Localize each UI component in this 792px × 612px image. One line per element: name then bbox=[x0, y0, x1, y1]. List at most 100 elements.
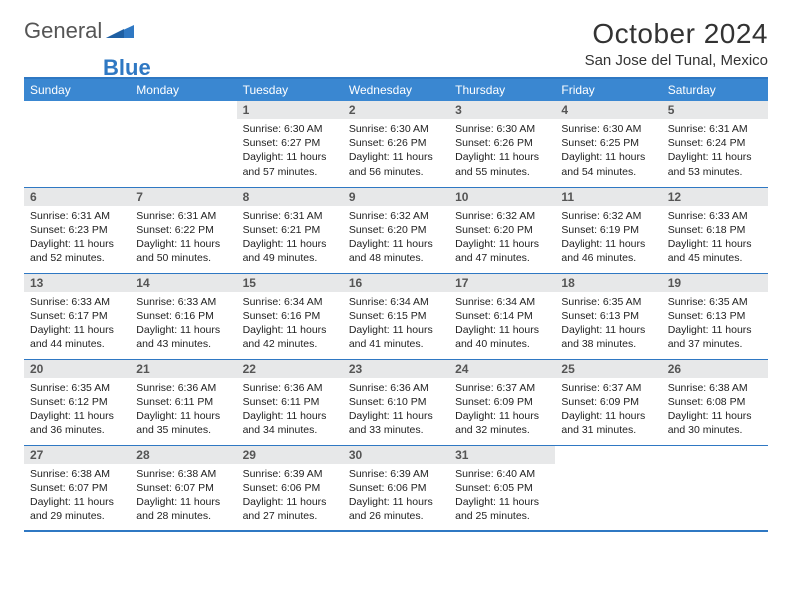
calendar-cell: 16Sunrise: 6:34 AMSunset: 6:15 PMDayligh… bbox=[343, 273, 449, 359]
day-details: Sunrise: 6:33 AMSunset: 6:18 PMDaylight:… bbox=[662, 206, 768, 270]
calendar-cell: 29Sunrise: 6:39 AMSunset: 6:06 PMDayligh… bbox=[237, 445, 343, 531]
day-number: 17 bbox=[449, 274, 555, 292]
day-details: Sunrise: 6:36 AMSunset: 6:10 PMDaylight:… bbox=[343, 378, 449, 442]
day-number: 30 bbox=[343, 446, 449, 464]
calendar-cell: 14Sunrise: 6:33 AMSunset: 6:16 PMDayligh… bbox=[130, 273, 236, 359]
calendar-cell: 11Sunrise: 6:32 AMSunset: 6:19 PMDayligh… bbox=[555, 187, 661, 273]
day-number: 13 bbox=[24, 274, 130, 292]
weekday-header: Monday bbox=[130, 78, 236, 101]
calendar-row: 27Sunrise: 6:38 AMSunset: 6:07 PMDayligh… bbox=[24, 445, 768, 531]
day-details: Sunrise: 6:31 AMSunset: 6:22 PMDaylight:… bbox=[130, 206, 236, 270]
location-label: San Jose del Tunal, Mexico bbox=[585, 52, 768, 69]
day-details: Sunrise: 6:31 AMSunset: 6:23 PMDaylight:… bbox=[24, 206, 130, 270]
day-number: 24 bbox=[449, 360, 555, 378]
weekday-header: Wednesday bbox=[343, 78, 449, 101]
day-number: 25 bbox=[555, 360, 661, 378]
day-number: 8 bbox=[237, 188, 343, 206]
weekday-header: Sunday bbox=[24, 78, 130, 101]
day-number: 11 bbox=[555, 188, 661, 206]
day-details: Sunrise: 6:30 AMSunset: 6:26 PMDaylight:… bbox=[343, 119, 449, 183]
day-details: Sunrise: 6:30 AMSunset: 6:26 PMDaylight:… bbox=[449, 119, 555, 183]
day-details: Sunrise: 6:33 AMSunset: 6:17 PMDaylight:… bbox=[24, 292, 130, 356]
calendar-cell: 26Sunrise: 6:38 AMSunset: 6:08 PMDayligh… bbox=[662, 359, 768, 445]
day-number: 10 bbox=[449, 188, 555, 206]
day-details: Sunrise: 6:32 AMSunset: 6:19 PMDaylight:… bbox=[555, 206, 661, 270]
day-details: Sunrise: 6:34 AMSunset: 6:14 PMDaylight:… bbox=[449, 292, 555, 356]
calendar-cell: 23Sunrise: 6:36 AMSunset: 6:10 PMDayligh… bbox=[343, 359, 449, 445]
weekday-header: Friday bbox=[555, 78, 661, 101]
calendar-cell: 3Sunrise: 6:30 AMSunset: 6:26 PMDaylight… bbox=[449, 101, 555, 187]
day-number: 16 bbox=[343, 274, 449, 292]
day-details: Sunrise: 6:35 AMSunset: 6:13 PMDaylight:… bbox=[662, 292, 768, 356]
day-details: Sunrise: 6:34 AMSunset: 6:16 PMDaylight:… bbox=[237, 292, 343, 356]
day-number: 19 bbox=[662, 274, 768, 292]
calendar-cell bbox=[662, 445, 768, 531]
calendar-cell: 8Sunrise: 6:31 AMSunset: 6:21 PMDaylight… bbox=[237, 187, 343, 273]
day-details: Sunrise: 6:37 AMSunset: 6:09 PMDaylight:… bbox=[449, 378, 555, 442]
day-details: Sunrise: 6:35 AMSunset: 6:13 PMDaylight:… bbox=[555, 292, 661, 356]
calendar-cell: 4Sunrise: 6:30 AMSunset: 6:25 PMDaylight… bbox=[555, 101, 661, 187]
day-number: 2 bbox=[343, 101, 449, 119]
brand-logo: General bbox=[24, 18, 134, 44]
day-number: 12 bbox=[662, 188, 768, 206]
calendar-cell: 9Sunrise: 6:32 AMSunset: 6:20 PMDaylight… bbox=[343, 187, 449, 273]
day-number: 18 bbox=[555, 274, 661, 292]
day-number: 20 bbox=[24, 360, 130, 378]
calendar-cell: 17Sunrise: 6:34 AMSunset: 6:14 PMDayligh… bbox=[449, 273, 555, 359]
title-block: October 2024 San Jose del Tunal, Mexico bbox=[585, 18, 768, 69]
calendar-cell: 20Sunrise: 6:35 AMSunset: 6:12 PMDayligh… bbox=[24, 359, 130, 445]
day-details: Sunrise: 6:35 AMSunset: 6:12 PMDaylight:… bbox=[24, 378, 130, 442]
day-number: 22 bbox=[237, 360, 343, 378]
day-number: 23 bbox=[343, 360, 449, 378]
day-number: 5 bbox=[662, 101, 768, 119]
day-number: 21 bbox=[130, 360, 236, 378]
day-details: Sunrise: 6:30 AMSunset: 6:25 PMDaylight:… bbox=[555, 119, 661, 183]
day-details: Sunrise: 6:30 AMSunset: 6:27 PMDaylight:… bbox=[237, 119, 343, 183]
calendar-row: 20Sunrise: 6:35 AMSunset: 6:12 PMDayligh… bbox=[24, 359, 768, 445]
calendar-cell: 15Sunrise: 6:34 AMSunset: 6:16 PMDayligh… bbox=[237, 273, 343, 359]
calendar-cell bbox=[130, 101, 236, 187]
calendar-cell: 13Sunrise: 6:33 AMSunset: 6:17 PMDayligh… bbox=[24, 273, 130, 359]
day-details: Sunrise: 6:37 AMSunset: 6:09 PMDaylight:… bbox=[555, 378, 661, 442]
day-number: 27 bbox=[24, 446, 130, 464]
calendar-head: Sunday Monday Tuesday Wednesday Thursday… bbox=[24, 78, 768, 101]
calendar-cell: 7Sunrise: 6:31 AMSunset: 6:22 PMDaylight… bbox=[130, 187, 236, 273]
day-details: Sunrise: 6:39 AMSunset: 6:06 PMDaylight:… bbox=[237, 464, 343, 528]
calendar-cell: 25Sunrise: 6:37 AMSunset: 6:09 PMDayligh… bbox=[555, 359, 661, 445]
day-details: Sunrise: 6:38 AMSunset: 6:07 PMDaylight:… bbox=[130, 464, 236, 528]
day-number: 14 bbox=[130, 274, 236, 292]
calendar-table: Sunday Monday Tuesday Wednesday Thursday… bbox=[24, 77, 768, 532]
calendar-cell bbox=[24, 101, 130, 187]
day-number: 29 bbox=[237, 446, 343, 464]
calendar-cell: 5Sunrise: 6:31 AMSunset: 6:24 PMDaylight… bbox=[662, 101, 768, 187]
calendar-cell: 12Sunrise: 6:33 AMSunset: 6:18 PMDayligh… bbox=[662, 187, 768, 273]
calendar-cell: 2Sunrise: 6:30 AMSunset: 6:26 PMDaylight… bbox=[343, 101, 449, 187]
day-number: 6 bbox=[24, 188, 130, 206]
calendar-row: 13Sunrise: 6:33 AMSunset: 6:17 PMDayligh… bbox=[24, 273, 768, 359]
calendar-cell: 27Sunrise: 6:38 AMSunset: 6:07 PMDayligh… bbox=[24, 445, 130, 531]
brand-part2: Blue bbox=[103, 55, 151, 81]
day-details: Sunrise: 6:40 AMSunset: 6:05 PMDaylight:… bbox=[449, 464, 555, 528]
day-number: 9 bbox=[343, 188, 449, 206]
day-details: Sunrise: 6:39 AMSunset: 6:06 PMDaylight:… bbox=[343, 464, 449, 528]
day-details: Sunrise: 6:33 AMSunset: 6:16 PMDaylight:… bbox=[130, 292, 236, 356]
calendar-cell: 10Sunrise: 6:32 AMSunset: 6:20 PMDayligh… bbox=[449, 187, 555, 273]
day-details: Sunrise: 6:38 AMSunset: 6:07 PMDaylight:… bbox=[24, 464, 130, 528]
day-details: Sunrise: 6:36 AMSunset: 6:11 PMDaylight:… bbox=[130, 378, 236, 442]
month-title: October 2024 bbox=[585, 18, 768, 50]
day-details: Sunrise: 6:32 AMSunset: 6:20 PMDaylight:… bbox=[449, 206, 555, 270]
day-number: 7 bbox=[130, 188, 236, 206]
calendar-body: 1Sunrise: 6:30 AMSunset: 6:27 PMDaylight… bbox=[24, 101, 768, 531]
day-details: Sunrise: 6:32 AMSunset: 6:20 PMDaylight:… bbox=[343, 206, 449, 270]
calendar-cell: 6Sunrise: 6:31 AMSunset: 6:23 PMDaylight… bbox=[24, 187, 130, 273]
calendar-row: 1Sunrise: 6:30 AMSunset: 6:27 PMDaylight… bbox=[24, 101, 768, 187]
brand-triangle-icon bbox=[106, 20, 134, 43]
weekday-header: Tuesday bbox=[237, 78, 343, 101]
calendar-cell bbox=[555, 445, 661, 531]
calendar-row: 6Sunrise: 6:31 AMSunset: 6:23 PMDaylight… bbox=[24, 187, 768, 273]
calendar-cell: 24Sunrise: 6:37 AMSunset: 6:09 PMDayligh… bbox=[449, 359, 555, 445]
day-number: 15 bbox=[237, 274, 343, 292]
calendar-cell: 19Sunrise: 6:35 AMSunset: 6:13 PMDayligh… bbox=[662, 273, 768, 359]
weekday-header: Saturday bbox=[662, 78, 768, 101]
calendar-cell: 30Sunrise: 6:39 AMSunset: 6:06 PMDayligh… bbox=[343, 445, 449, 531]
